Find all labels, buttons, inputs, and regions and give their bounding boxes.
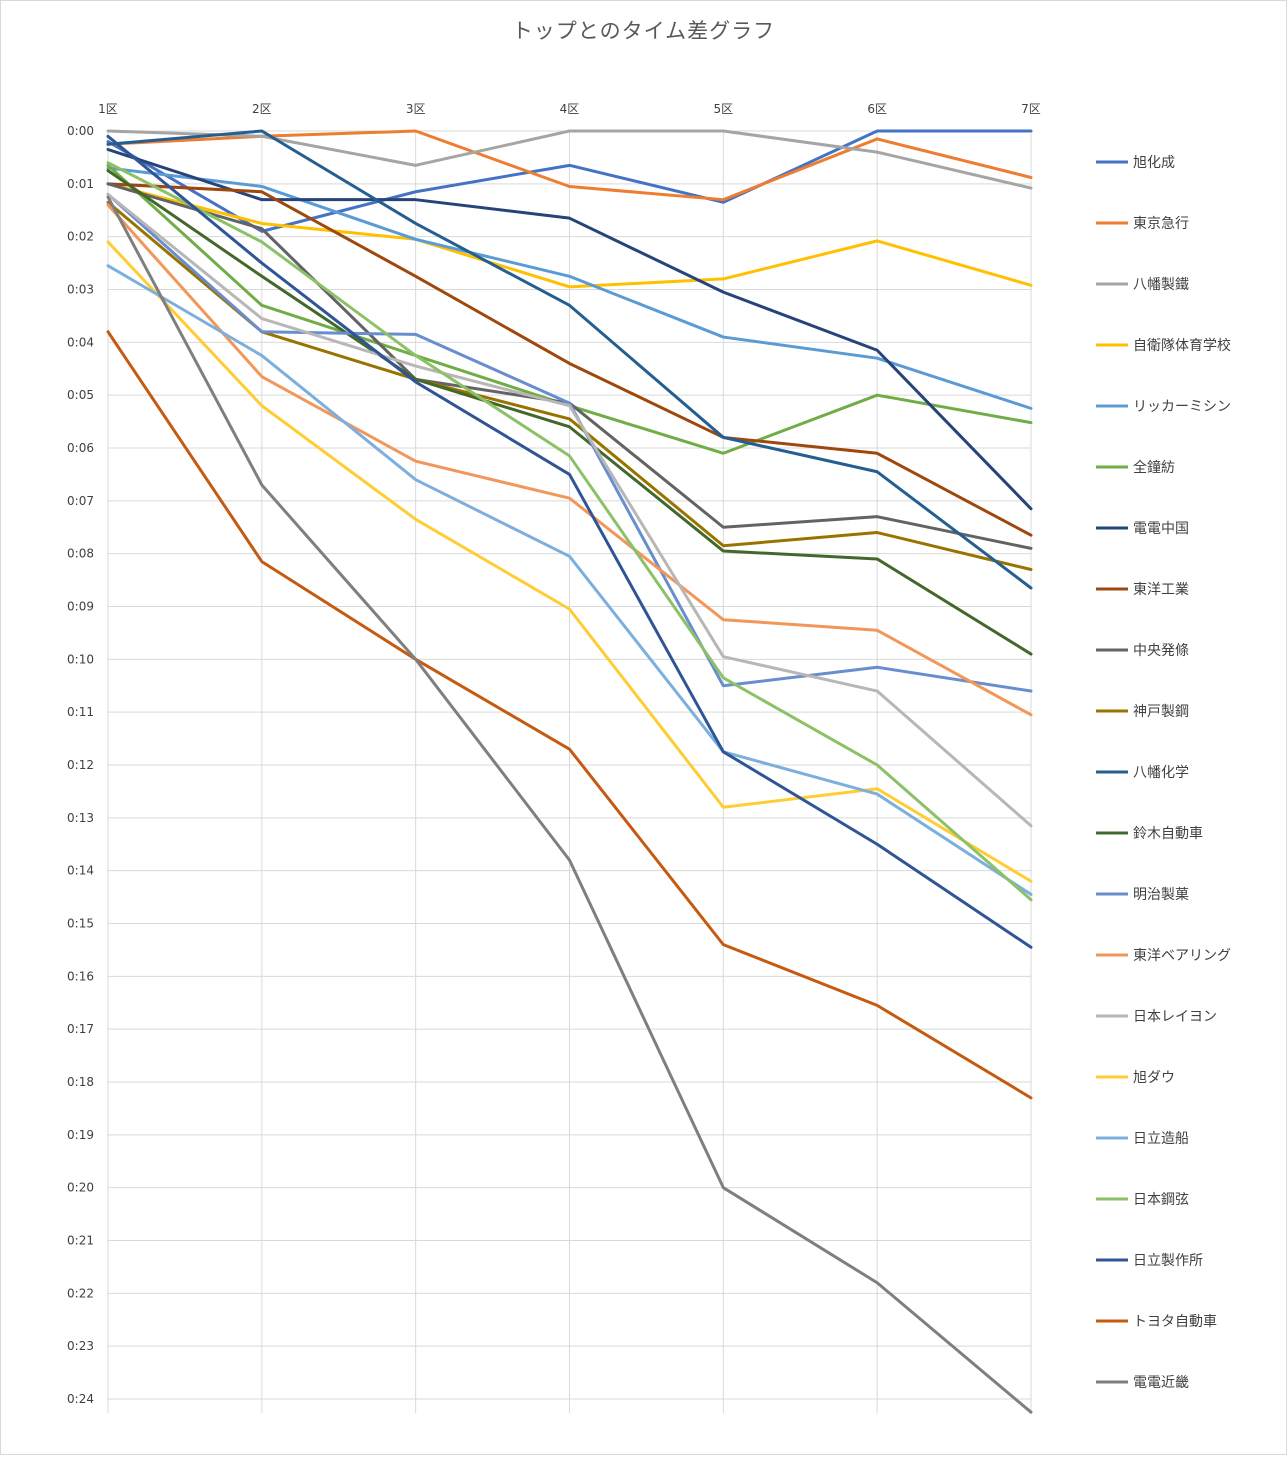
legend-label: 旭ダウ: [1133, 1070, 1175, 1086]
legend-label: 日本レイヨン: [1133, 1009, 1217, 1025]
x-axis-ticks: 1区 2区 3区 4区 5区 6区 7区: [98, 102, 1041, 116]
y-tick-label: 0:18: [67, 1075, 94, 1089]
y-tick-label: 0:16: [67, 969, 94, 983]
legend-label: 神戸製鋼: [1133, 704, 1189, 720]
y-tick-label: 0:12: [67, 758, 94, 772]
y-tick-label: 0:10: [67, 652, 94, 666]
legend-label: 日本鋼弦: [1133, 1192, 1189, 1208]
chart-title: トップとのタイム差グラフ: [511, 19, 776, 43]
y-tick-label: 0:09: [67, 600, 94, 614]
legend-label: 東京急行: [1133, 216, 1189, 232]
legend-label: トヨタ自動車: [1133, 1313, 1217, 1330]
series-line: [106, 166, 1033, 410]
y-tick-label: 0:14: [67, 864, 94, 878]
series-lines: [106, 129, 1033, 1414]
legend-label: 八幡化学: [1133, 765, 1189, 781]
series-line: [106, 147, 1033, 511]
series-line: [106, 129, 1033, 233]
series-line: [106, 192, 1033, 693]
y-tick-label: 0:11: [67, 705, 94, 719]
legend-label: 日立造船: [1133, 1131, 1189, 1147]
gridlines: [107, 130, 1032, 1413]
legend-label: 八幡製鐵: [1133, 276, 1189, 293]
y-axis-ticks: 0:00 0:01 0:02 0:03 0:04 0:05 0:06 0:07 0:08 0:09…: [67, 124, 94, 1406]
legend-label: 電電中国: [1133, 521, 1189, 537]
series-line: [106, 129, 1033, 190]
y-tick-label: 0:24: [67, 1392, 94, 1406]
legend-label: 東洋工業: [1133, 582, 1189, 598]
y-tick-label: 0:02: [67, 230, 94, 244]
series-line: [106, 182, 1033, 289]
x-tick-label: 2区: [252, 102, 272, 116]
series-line: [106, 129, 1033, 590]
series-line: [106, 169, 1033, 656]
y-tick-label: 0:20: [67, 1181, 94, 1195]
y-tick-label: 0:19: [67, 1128, 94, 1142]
y-tick-label: 0:06: [67, 441, 94, 455]
y-tick-label: 0:07: [67, 494, 94, 508]
series-line: [106, 330, 1033, 1100]
y-tick-label: 0:03: [67, 283, 94, 297]
y-tick-label: 0:00: [67, 124, 94, 138]
series-line: [106, 195, 1033, 1414]
y-tick-label: 0:08: [67, 547, 94, 561]
x-tick-label: 4区: [560, 102, 580, 116]
x-tick-label: 7区: [1021, 102, 1041, 116]
y-tick-label: 0:04: [67, 335, 94, 349]
series-line: [106, 264, 1033, 896]
legend-label: 全鐘紡: [1133, 459, 1175, 476]
x-tick-label: 6区: [867, 102, 887, 116]
y-tick-label: 0:13: [67, 811, 94, 825]
legend-label: リッカーミシン: [1133, 399, 1231, 415]
legend-label: 中央発條: [1133, 643, 1189, 659]
series-line: [106, 182, 1033, 537]
series-line: [106, 240, 1033, 883]
y-tick-label: 0:17: [67, 1022, 94, 1036]
series-line: [106, 134, 1033, 949]
series-line: [106, 203, 1033, 717]
y-tick-label: 0:01: [67, 177, 94, 191]
legend-label: 日立製作所: [1133, 1253, 1203, 1269]
legend-label: 鈴木自動車: [1133, 825, 1203, 842]
legend-label: 電電近畿: [1133, 1375, 1189, 1391]
legend-label: 明治製菓: [1133, 887, 1189, 903]
y-tick-label: 0:23: [67, 1339, 94, 1353]
x-tick-label: 3区: [406, 102, 426, 116]
y-tick-label: 0:22: [67, 1286, 94, 1300]
x-tick-label: 5区: [714, 102, 734, 116]
series-line: [106, 192, 1033, 828]
x-tick-label: 1区: [98, 102, 118, 116]
legend-label: 自衛隊体育学校: [1133, 337, 1231, 354]
legend-label: 旭化成: [1133, 155, 1175, 171]
legend-label: 東洋ベアリング: [1133, 948, 1231, 964]
y-tick-label: 0:15: [67, 917, 94, 931]
y-tick-label: 0:21: [67, 1234, 94, 1248]
y-tick-label: 0:05: [67, 388, 94, 402]
series-line: [106, 161, 1033, 902]
legend: 旭化成東京急行八幡製鐵自衛隊体育学校リッカーミシン全鐘紡電電中国東洋工業中央発條…: [1096, 155, 1231, 1391]
